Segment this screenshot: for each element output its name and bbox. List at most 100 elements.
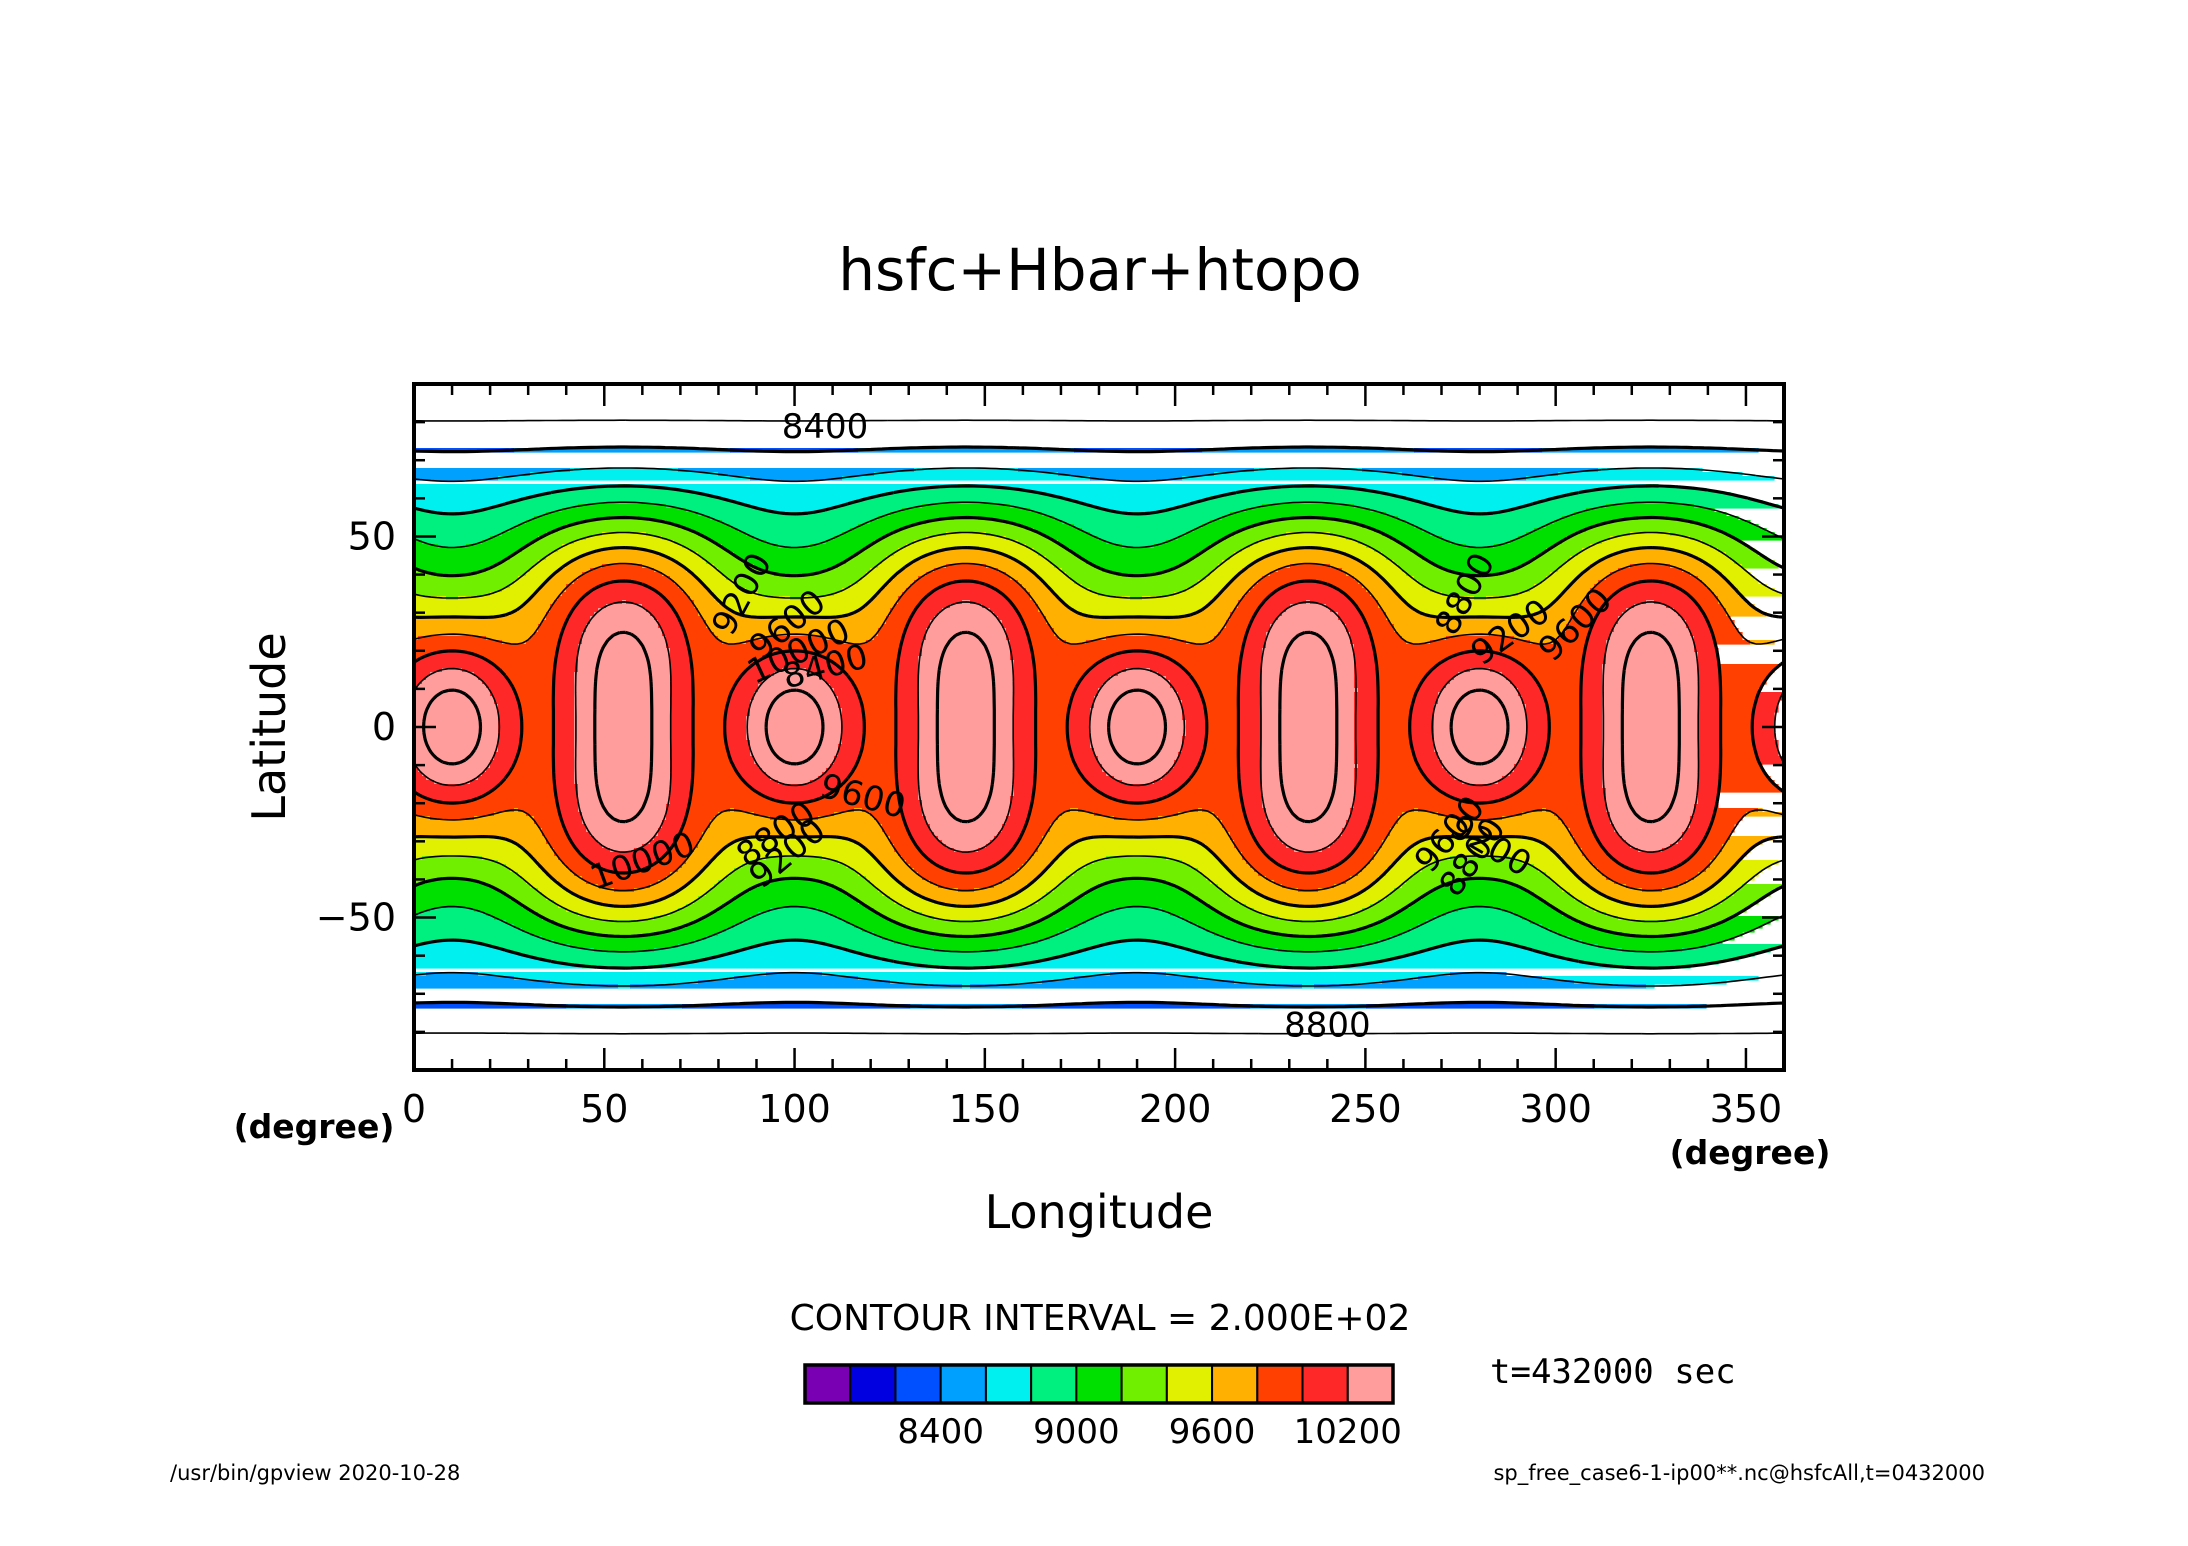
contour-band xyxy=(1034,780,1087,785)
y-tick-label: 0 xyxy=(372,705,396,749)
contour-band xyxy=(1606,876,1695,881)
contour-band xyxy=(1682,836,1707,841)
contour-band xyxy=(918,684,1015,689)
contour-band xyxy=(682,828,707,833)
contour-band xyxy=(902,636,927,641)
contour-band xyxy=(1358,540,1399,545)
contour-band xyxy=(1230,492,1387,497)
contour-band xyxy=(694,752,731,757)
contour-band xyxy=(1582,776,1603,781)
contour-band xyxy=(638,516,711,521)
contour-band xyxy=(554,736,575,741)
contour-band xyxy=(426,972,479,977)
contour-band xyxy=(750,704,839,709)
contour-band xyxy=(1206,604,1239,609)
contour-band xyxy=(490,592,535,597)
contour-band xyxy=(1262,648,1355,653)
contour-band xyxy=(1094,748,1183,753)
contour-band xyxy=(1034,776,1083,781)
contour-band xyxy=(1074,524,1203,529)
contour-band xyxy=(994,836,1023,841)
contour-band xyxy=(1558,852,1583,857)
contour-band xyxy=(1214,812,1247,817)
contour-band xyxy=(414,652,431,657)
contour-band xyxy=(546,612,571,617)
contour-band xyxy=(414,756,495,761)
contour-band xyxy=(1290,868,1327,873)
contour-band xyxy=(890,872,919,877)
contour-band xyxy=(1426,776,1455,781)
contour-band xyxy=(482,772,511,777)
contour-band xyxy=(1678,864,1711,869)
contour-band xyxy=(1670,532,1727,537)
contour-band xyxy=(706,936,883,941)
contour-band xyxy=(574,608,599,613)
contour-band xyxy=(1682,932,1743,937)
contour-band xyxy=(1238,604,1263,609)
contour-band xyxy=(1538,684,1583,689)
contour-band xyxy=(1578,576,1607,581)
contour-band xyxy=(1258,540,1359,545)
contour-band xyxy=(1698,668,1719,673)
contour-band xyxy=(1222,824,1251,829)
contour-band xyxy=(678,868,703,873)
contour-band xyxy=(414,884,491,889)
contour-band xyxy=(1374,852,1403,857)
contour-band xyxy=(678,944,759,949)
contour-band xyxy=(1214,596,1243,601)
contour-band xyxy=(562,628,587,633)
contour-band xyxy=(522,740,555,745)
contour-band xyxy=(1554,496,1747,501)
contour-band xyxy=(918,712,1015,717)
contour-band xyxy=(526,572,555,577)
contour-band xyxy=(726,604,867,609)
contour-band xyxy=(1582,748,1603,753)
contour-band xyxy=(1454,776,1503,781)
contour-band xyxy=(1526,744,1547,749)
contour-band xyxy=(1530,836,1575,841)
contour-band xyxy=(546,896,583,901)
contour-band xyxy=(1402,812,1439,817)
contour-band xyxy=(902,812,923,817)
contour-band xyxy=(1034,960,1239,965)
contour-band xyxy=(1374,856,1399,861)
contour-band xyxy=(486,636,531,641)
contour-band xyxy=(1458,652,1503,657)
contour-band xyxy=(1486,596,1559,601)
contour-band xyxy=(922,504,1011,509)
contour-band xyxy=(850,528,899,533)
contour-band xyxy=(902,856,927,861)
contour-band xyxy=(1230,832,1255,837)
contour-band xyxy=(918,660,1015,665)
contour-band xyxy=(750,860,839,865)
contour-band xyxy=(522,708,555,713)
contour-band xyxy=(750,476,843,481)
contour-band xyxy=(1546,808,1587,813)
contour-band xyxy=(1038,844,1071,849)
contour-band xyxy=(882,624,907,629)
contour-band xyxy=(754,692,835,697)
contour-band xyxy=(1238,668,1263,673)
contour-band xyxy=(762,680,827,685)
contour-band xyxy=(642,564,683,569)
contour-band xyxy=(1254,832,1275,837)
contour-band xyxy=(1082,528,1195,533)
contour-band xyxy=(1014,848,1039,853)
contour-band xyxy=(518,752,555,757)
contour-band xyxy=(510,680,555,685)
contour-band xyxy=(554,708,575,713)
contour-band xyxy=(1722,768,1763,773)
contour-band xyxy=(582,812,667,817)
contour-band xyxy=(1094,812,1179,817)
contour-band xyxy=(558,904,615,909)
contour-band xyxy=(1386,868,1423,873)
contour-band xyxy=(718,636,763,641)
contour-band xyxy=(558,644,579,649)
contour-band xyxy=(1182,860,1223,865)
contour-band xyxy=(726,704,751,709)
contour-band xyxy=(774,672,815,677)
contour-band xyxy=(1058,884,1099,889)
contour-band xyxy=(1566,628,1591,633)
contour-band xyxy=(1710,828,1735,833)
contour-band xyxy=(1074,692,1099,697)
